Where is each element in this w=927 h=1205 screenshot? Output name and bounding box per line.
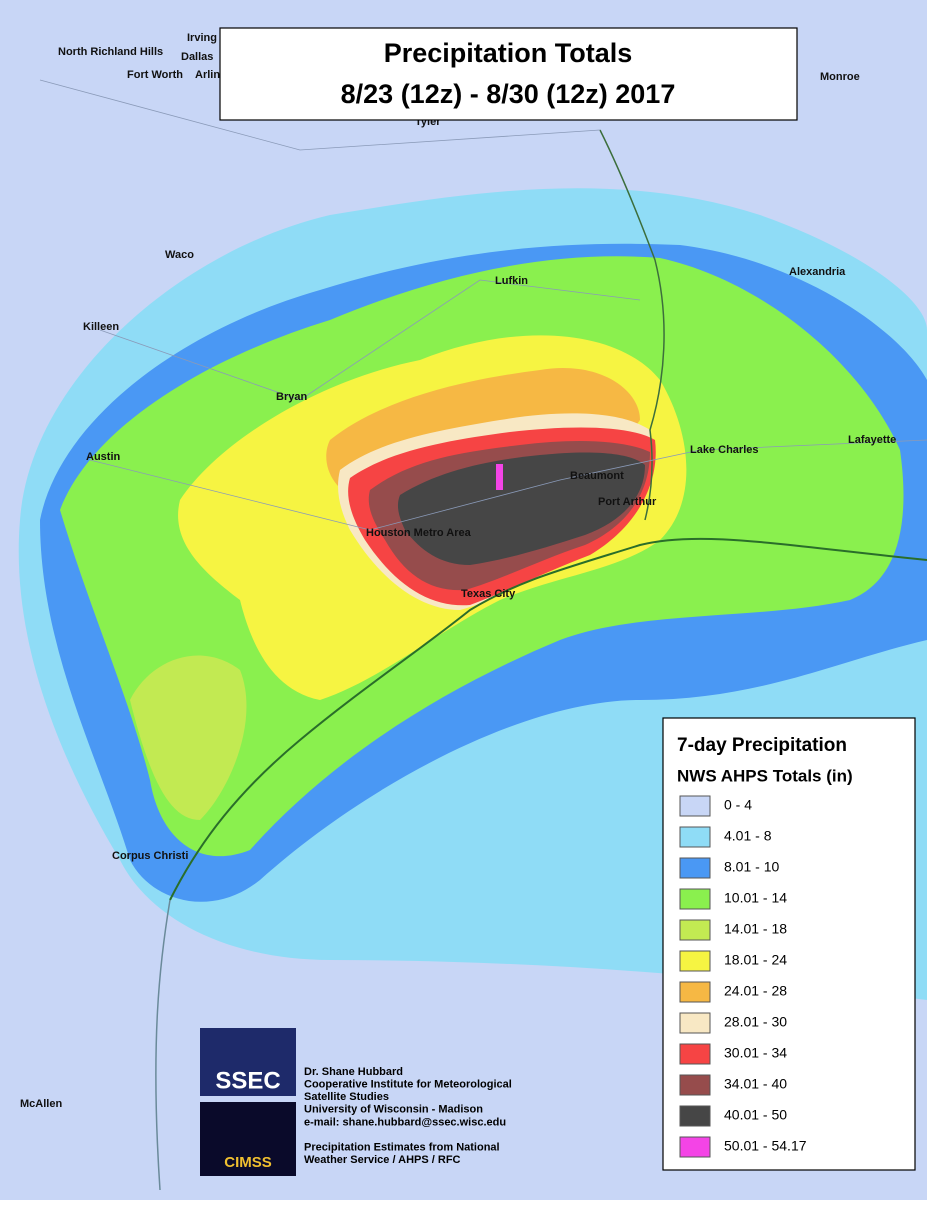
title-box <box>219 27 798 121</box>
city-label: Port Arthur <box>598 496 657 508</box>
city-label: Corpus Christi <box>112 850 188 862</box>
city-label: Arlin <box>195 69 220 81</box>
state-border <box>599 129 665 521</box>
coastline <box>169 537 927 901</box>
legend-items: 0 - 4 4.01 - 8 8.01 - 10 10.01 - 14 14.01 - … <box>679 795 807 1158</box>
ssec-logo <box>200 1028 296 1096</box>
precip-zone <box>397 452 645 565</box>
legend-label: 40.01 - 50 <box>724 1107 787 1123</box>
legend-swatch <box>679 1012 711 1034</box>
subtitle: 8/23 (12z) - 8/30 (12z) 2017 <box>341 79 676 109</box>
credit-line: Precipitation Estimates from National <box>304 1142 500 1154</box>
city-label: Lake Charles <box>690 444 758 456</box>
legend-swatch <box>679 950 711 972</box>
credit-line: Satellite Studies <box>304 1091 389 1103</box>
title: Precipitation Totals <box>384 38 633 68</box>
legend-label: 10.01 - 14 <box>724 890 787 906</box>
legend-title: 7-day Precipitation <box>677 735 847 756</box>
city-label: Lafayette <box>848 434 896 446</box>
city-label: Monroe <box>820 71 860 83</box>
roads <box>39 79 927 531</box>
legend-label: 8.01 - 10 <box>724 859 779 875</box>
legend-label: 50.01 - 54.17 <box>724 1138 807 1154</box>
city-label: North Richland Hills <box>58 46 163 58</box>
credit-line: Dr. Shane Hubbard <box>304 1066 403 1078</box>
legend-swatch <box>679 1136 711 1158</box>
legend-subtitle: NWS AHPS Totals (in) <box>677 766 853 785</box>
legend-label: 0 - 4 <box>724 797 752 813</box>
city-label: Waco <box>165 249 194 261</box>
city-label: Bryan <box>276 391 307 403</box>
coastline-south <box>155 899 171 1191</box>
precip-zone <box>130 655 247 820</box>
city-label: Lufkin <box>495 275 528 287</box>
city-label: McAllen <box>20 1098 62 1110</box>
legend-swatch <box>679 1074 711 1096</box>
legend-swatch <box>679 919 711 941</box>
precip-zone <box>496 464 503 490</box>
city-label: Austin <box>86 451 121 463</box>
credit-line: Cooperative Institute for Meteorological <box>304 1079 512 1091</box>
legend-label: 4.01 - 8 <box>724 828 772 844</box>
legend-swatch <box>679 1105 711 1127</box>
credit-line: University of Wisconsin - Madison <box>304 1104 483 1116</box>
city-label: Alexandria <box>789 266 846 278</box>
legend-swatch <box>679 857 711 879</box>
legend-swatch <box>679 795 711 817</box>
city-label: Beaumont <box>570 470 624 482</box>
legend-swatch <box>679 888 711 910</box>
legend-label: 30.01 - 34 <box>724 1045 787 1061</box>
legend-swatch <box>679 1043 711 1065</box>
legend-label: 24.01 - 28 <box>724 983 787 999</box>
legend-label: 14.01 - 18 <box>724 921 787 937</box>
legend-swatch <box>679 981 711 1003</box>
cimss-logo <box>200 1102 296 1176</box>
city-label: Dallas <box>181 51 213 63</box>
legend-label: 34.01 - 40 <box>724 1076 787 1092</box>
city-label: Killeen <box>83 321 119 333</box>
credit-line: Weather Service / AHPS / RFC <box>304 1154 461 1166</box>
cimss-logo-text: CIMSS <box>224 1154 272 1171</box>
legend-label: 18.01 - 24 <box>724 952 787 968</box>
city-label: Houston Metro Area <box>366 527 472 539</box>
legend-label: 28.01 - 30 <box>724 1014 787 1030</box>
ssec-logo-text: SSEC <box>215 1067 280 1094</box>
boundaries <box>39 79 927 1191</box>
legend-swatch <box>679 826 711 848</box>
city-label: Texas City <box>461 588 516 600</box>
city-label: Fort Worth <box>127 69 183 81</box>
city-labels: North Richland Hills Irving Dallas Fort Wor… <box>20 32 896 1110</box>
credit-line: e-mail: shane.hubbard@ssec.wisc.edu <box>304 1116 506 1128</box>
legend-box <box>662 717 916 1171</box>
city-label: Irving <box>187 32 217 44</box>
